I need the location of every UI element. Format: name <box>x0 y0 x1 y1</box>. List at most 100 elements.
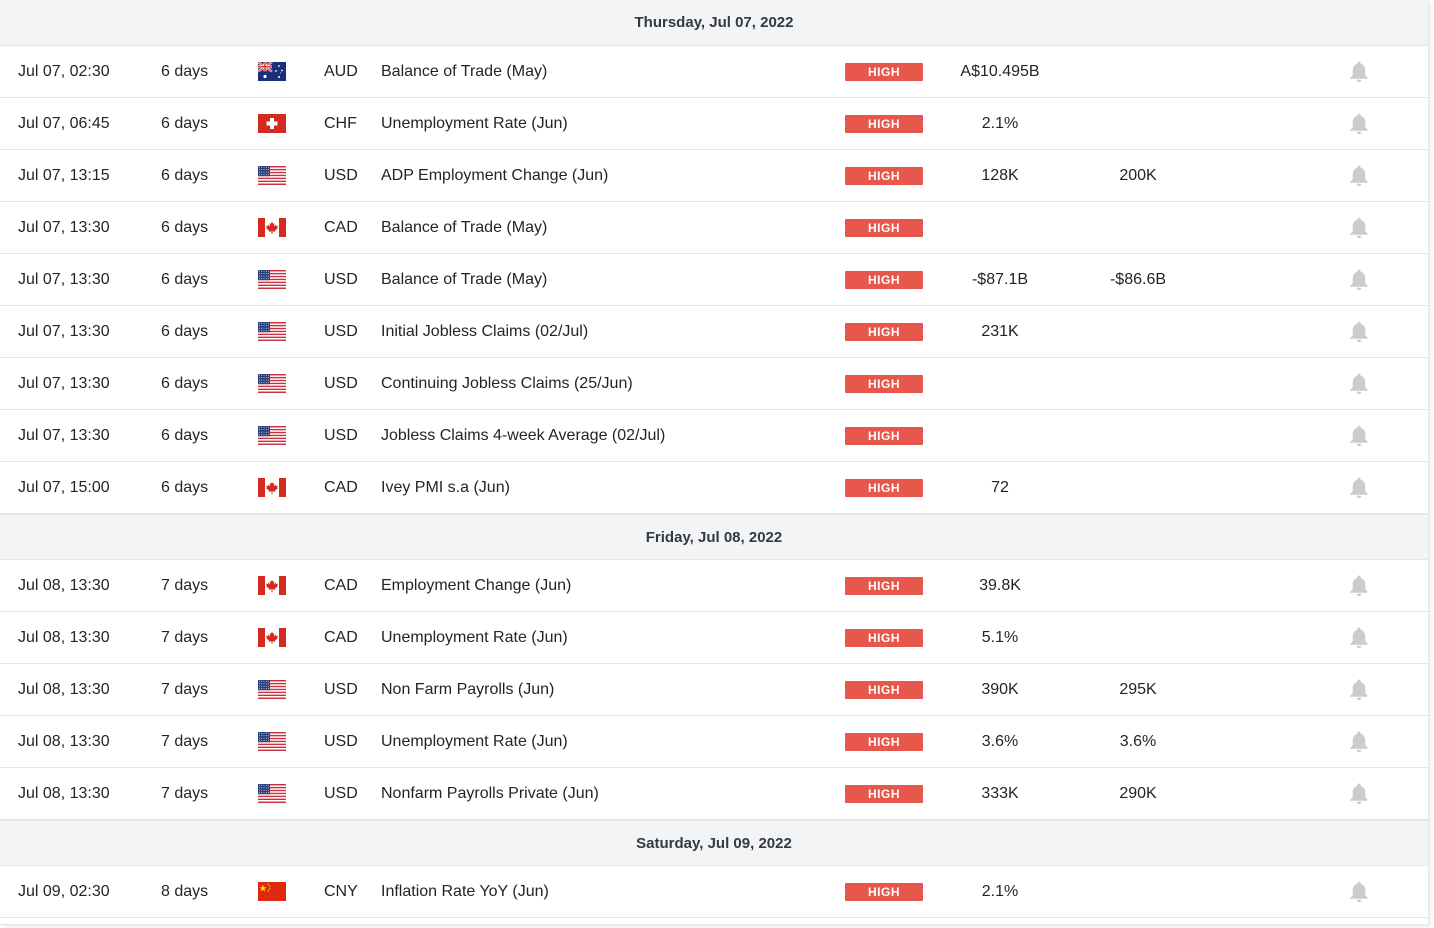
ca-flag-icon <box>258 576 286 595</box>
bell-icon[interactable] <box>1348 164 1370 188</box>
event-row[interactable]: Jul 07, 15:00 6 days CAD Ivey PMI s.a (J… <box>0 462 1428 514</box>
bell-icon[interactable] <box>1348 320 1370 344</box>
ca-flag-icon <box>258 218 286 237</box>
event-title[interactable]: Balance of Trade (May) <box>381 219 548 236</box>
event-row[interactable]: Jul 08, 13:30 7 days USD Nonfarm Payroll… <box>0 768 1428 820</box>
event-time: Jul 08, 13:30 <box>18 785 110 802</box>
bell-icon[interactable] <box>1348 626 1370 650</box>
us-flag-icon <box>258 732 286 751</box>
event-row[interactable]: Jul 08, 13:30 7 days USD Non Farm Payrol… <box>0 664 1428 716</box>
event-forecast: 290K <box>1119 785 1157 802</box>
event-currency: CAD <box>324 629 358 646</box>
event-relative-time: 6 days <box>161 63 209 80</box>
event-forecast <box>1078 306 1198 357</box>
event-actual: 3.6% <box>981 733 1019 750</box>
importance-badge: HIGH <box>845 577 923 595</box>
event-title[interactable]: Initial Jobless Claims (02/Jul) <box>381 323 589 340</box>
event-row[interactable]: Jul 08, 13:30 7 days USD Unemployment Ra… <box>0 716 1428 768</box>
event-currency: USD <box>324 323 358 340</box>
event-actual: 231K <box>981 323 1019 340</box>
us-flag-icon <box>258 322 286 341</box>
bell-icon[interactable] <box>1348 424 1370 448</box>
event-actual: 2.1% <box>981 115 1019 132</box>
event-currency: USD <box>324 167 358 184</box>
event-title[interactable]: Employment Change (Jun) <box>381 577 572 594</box>
bell-icon[interactable] <box>1348 476 1370 500</box>
importance-badge: HIGH <box>845 219 923 237</box>
event-actual <box>940 202 1060 253</box>
event-title[interactable]: Continuing Jobless Claims (25/Jun) <box>381 375 633 392</box>
event-currency: CAD <box>324 577 358 594</box>
bell-icon[interactable] <box>1348 574 1370 598</box>
event-actual: 39.8K <box>979 577 1021 594</box>
event-currency: CNY <box>324 883 358 900</box>
event-row[interactable]: Jul 07, 02:30 6 days AUD Balance of Trad… <box>0 46 1428 98</box>
event-title[interactable]: Inflation Rate YoY (Jun) <box>381 883 549 900</box>
event-title[interactable]: Unemployment Rate (Jun) <box>381 115 568 132</box>
importance-badge: HIGH <box>845 271 923 289</box>
us-flag-icon <box>258 166 286 185</box>
us-flag-icon <box>258 270 286 289</box>
event-actual: 333K <box>981 785 1019 802</box>
event-currency: USD <box>324 375 358 392</box>
event-title[interactable]: Balance of Trade (May) <box>381 63 548 80</box>
event-row[interactable]: Jul 08, 13:30 7 days CAD Employment Chan… <box>0 560 1428 612</box>
event-actual: A$10.495B <box>960 63 1040 80</box>
event-forecast: -$86.6B <box>1109 271 1167 288</box>
event-forecast <box>1078 866 1198 917</box>
event-time: Jul 07, 13:30 <box>18 271 110 288</box>
event-forecast <box>1078 358 1198 409</box>
event-actual: 2.1% <box>981 883 1019 900</box>
bell-icon[interactable] <box>1348 730 1370 754</box>
event-row[interactable]: Jul 07, 13:15 6 days USD ADP Employment … <box>0 150 1428 202</box>
event-row[interactable]: Jul 07, 13:30 6 days USD Jobless Claims … <box>0 410 1428 462</box>
importance-badge: HIGH <box>845 427 923 445</box>
ca-flag-icon <box>258 478 286 497</box>
us-flag-icon <box>258 784 286 803</box>
event-time: Jul 08, 13:30 <box>18 733 110 750</box>
bell-icon[interactable] <box>1348 782 1370 806</box>
event-title[interactable]: Non Farm Payrolls (Jun) <box>381 681 555 698</box>
event-row[interactable]: Jul 09, 02:30 8 days CNY Inflation Rate … <box>0 866 1428 918</box>
event-title[interactable]: ADP Employment Change (Jun) <box>381 167 609 184</box>
bell-icon[interactable] <box>1348 60 1370 84</box>
event-forecast <box>1078 462 1198 513</box>
event-currency: CAD <box>324 219 358 236</box>
event-row[interactable]: Jul 08, 13:30 7 days CAD Unemployment Ra… <box>0 612 1428 664</box>
event-relative-time: 6 days <box>161 479 209 496</box>
event-row[interactable]: Jul 07, 13:30 6 days USD Initial Jobless… <box>0 306 1428 358</box>
bell-icon[interactable] <box>1348 268 1370 292</box>
bell-icon[interactable] <box>1348 678 1370 702</box>
event-currency: CHF <box>324 115 357 132</box>
event-relative-time: 7 days <box>161 785 209 802</box>
event-relative-time: 7 days <box>161 629 209 646</box>
event-row[interactable]: Jul 07, 13:30 6 days CAD Balance of Trad… <box>0 202 1428 254</box>
us-flag-icon <box>258 680 286 699</box>
event-relative-time: 7 days <box>161 733 209 750</box>
event-forecast <box>1078 410 1198 461</box>
event-time: Jul 07, 13:15 <box>18 167 110 184</box>
bell-icon[interactable] <box>1348 372 1370 396</box>
event-title[interactable]: Nonfarm Payrolls Private (Jun) <box>381 785 599 802</box>
event-actual <box>940 410 1060 461</box>
event-title[interactable]: Unemployment Rate (Jun) <box>381 733 568 750</box>
event-title[interactable]: Unemployment Rate (Jun) <box>381 629 568 646</box>
bell-icon[interactable] <box>1348 112 1370 136</box>
event-title[interactable]: Jobless Claims 4-week Average (02/Jul) <box>381 427 666 444</box>
bell-icon[interactable] <box>1348 880 1370 904</box>
event-forecast <box>1078 560 1198 611</box>
bell-icon[interactable] <box>1348 216 1370 240</box>
event-row[interactable]: Jul 07, 13:30 6 days USD Balance of Trad… <box>0 254 1428 306</box>
event-title[interactable]: Balance of Trade (May) <box>381 271 548 288</box>
event-time: Jul 07, 15:00 <box>18 479 110 496</box>
day-header: Friday, Jul 08, 2022 <box>0 514 1428 560</box>
event-relative-time: 6 days <box>161 375 209 392</box>
importance-badge: HIGH <box>845 733 923 751</box>
importance-badge: HIGH <box>845 167 923 185</box>
day-header: Saturday, Jul 09, 2022 <box>0 820 1428 866</box>
event-actual: 390K <box>981 681 1019 698</box>
event-title[interactable]: Ivey PMI s.a (Jun) <box>381 479 510 496</box>
event-row[interactable]: Jul 07, 13:30 6 days USD Continuing Jobl… <box>0 358 1428 410</box>
event-row[interactable]: Jul 07, 06:45 6 days CHF Unemployment Ra… <box>0 98 1428 150</box>
